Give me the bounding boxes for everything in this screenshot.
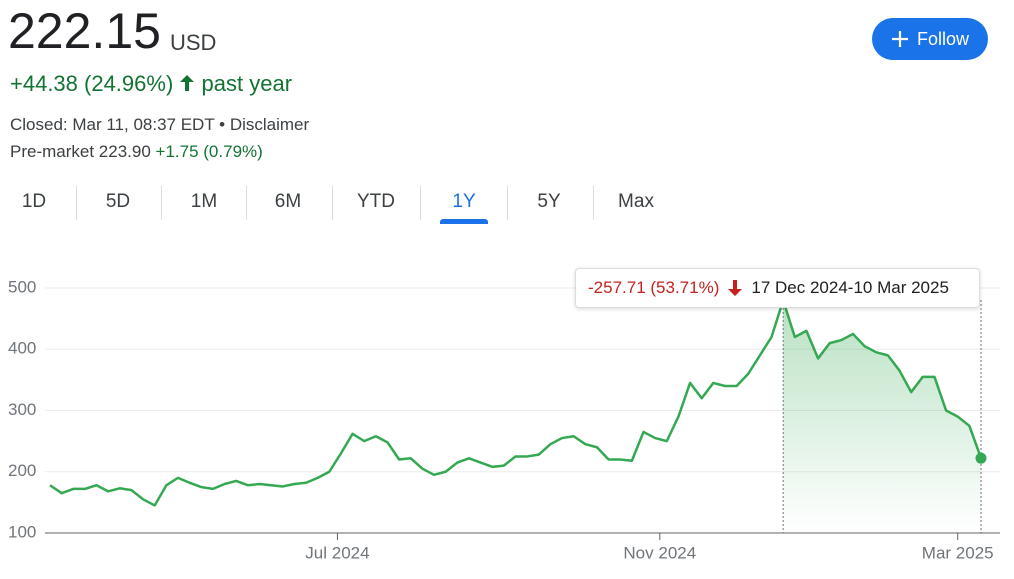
premarket-change: +1.75 (0.79%)	[155, 142, 263, 161]
x-tick-label: Jul 2024	[305, 543, 369, 562]
tab-underline	[440, 219, 488, 224]
tab-separator	[506, 186, 508, 220]
tab[interactable]: YTD	[357, 191, 395, 212]
price: 222.15	[8, 3, 161, 59]
premarket-price: Pre-market 223.90	[10, 142, 151, 161]
tab-separator	[246, 186, 247, 220]
y-tick-label: 100	[8, 522, 36, 541]
selection-area	[783, 300, 981, 533]
tab[interactable]: 1Y	[452, 191, 476, 212]
y-tick-label: 400	[8, 339, 36, 358]
tab-separator	[76, 186, 77, 220]
status: Closed: Mar 11, 08:37 EDT • Disclaimer	[10, 115, 310, 134]
tab[interactable]: Max	[618, 191, 654, 212]
follow-label: Follow	[916, 28, 969, 49]
tab[interactable]: 5D	[105, 191, 131, 212]
follow-button[interactable]: Follow	[872, 18, 988, 60]
period: past year	[201, 71, 293, 96]
premarket: Pre-market 223.90 +1.75 (0.79%)	[10, 142, 263, 162]
up-arrow	[180, 75, 195, 91]
tooltip-change: -257.71 (53.71%)	[588, 278, 720, 297]
tab[interactable]: 6M	[274, 191, 302, 212]
tooltip: -257.71 (53.71%) 17 Dec 2024-10 Mar 2025	[575, 268, 980, 308]
down-arrow	[728, 280, 743, 296]
tab[interactable]: 1M	[190, 191, 218, 212]
tab-separator	[332, 186, 333, 220]
tooltip-dates: 17 Dec 2024-10 Mar 2025	[751, 278, 949, 297]
plus-icon	[891, 31, 908, 47]
y-tick-label: 500	[8, 277, 36, 296]
tab[interactable]: 1D	[21, 191, 47, 212]
price-line	[49, 299, 983, 507]
x-tick-label: Mar 2025	[922, 543, 994, 562]
tab-separator	[592, 186, 594, 220]
change: +44.38 (24.96%) past year	[10, 71, 292, 97]
x-tick-label: Nov 2024	[623, 543, 696, 562]
y-tick-label: 300	[8, 400, 36, 419]
tab-separator	[161, 186, 162, 220]
tab[interactable]: 5Y	[537, 191, 561, 212]
currency: USD	[170, 30, 217, 55]
change-value: +44.38 (24.96%)	[10, 71, 174, 96]
y-tick-label: 200	[8, 461, 36, 480]
tab-separator	[420, 186, 421, 220]
end-point	[975, 452, 987, 464]
